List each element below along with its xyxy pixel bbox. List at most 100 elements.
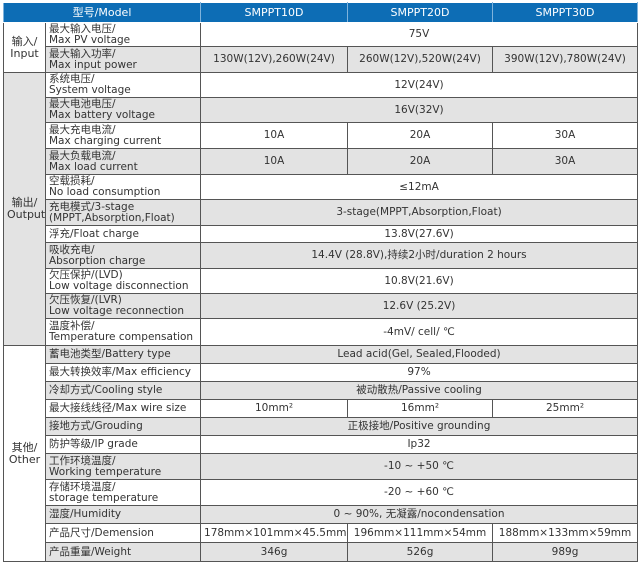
model-header-2: SMPPT20D <box>347 2 494 23</box>
spec-value: 20A <box>347 148 494 175</box>
spec-value: Ip32 <box>200 435 639 454</box>
spec-value: 25mm² <box>492 399 639 418</box>
spec-value: 0 ~ 90%, 无凝露/nocondensation <box>200 505 639 524</box>
row-label: 最大电池电压/Max battery voltage <box>44 97 202 123</box>
row-label: 冷却方式/Cooling style <box>44 381 202 400</box>
model-header-1: SMPPT10D <box>200 2 349 23</box>
row-label-en: Working temperature <box>49 465 162 478</box>
table-row: 最大充电电流/Max charging current 10A 20A 30A <box>4 122 639 149</box>
row-label: 吸收充电/Absorption charge <box>44 242 202 269</box>
spec-value: 260W(12V),520W(24V) <box>347 46 494 73</box>
row-label-zh: 湿度/Humidity <box>49 508 122 520</box>
row-label-zh: 蓄电池类型/Battery type <box>49 348 171 360</box>
table-row: 最大转换效率/Max efficiency 97% <box>4 363 639 382</box>
spec-value: 10mm² <box>200 399 349 418</box>
group-label: 其他/Other <box>3 345 46 562</box>
row-label-en: Max input power <box>49 58 137 71</box>
row-label: 最大转换效率/Max efficiency <box>44 363 202 382</box>
row-label-zh: 欠压保护/(LVD) <box>49 269 123 281</box>
spec-value: 16mm² <box>347 399 494 418</box>
row-label-en: Low voltage reconnection <box>49 305 184 317</box>
row-label-zh: 最大电池电压/ <box>49 98 116 110</box>
model-header-3: SMPPT30D <box>492 2 639 23</box>
spec-value: 130W(12V),260W(24V) <box>200 46 349 73</box>
spec-value: 10A <box>200 122 349 149</box>
row-label-zh: 欠压恢复/(LVR) <box>49 294 122 306</box>
row-label: 最大接线线径/Max wire size <box>44 399 202 418</box>
row-label: 欠压保护/(LVD) Low voltage disconnection <box>44 268 202 294</box>
row-label-en: Max charging current <box>49 134 162 147</box>
group-label-en: Other <box>8 452 41 466</box>
spec-value: 10.8V(21.6V) <box>200 268 639 294</box>
table-row: 浮充/Float charge 13.8V(27.6V) <box>4 225 639 243</box>
row-label-zh: 空载损耗/ <box>49 175 95 187</box>
row-label-zh: 工作环境温度/ <box>49 454 116 467</box>
row-label-zh: 吸收充电/ <box>49 243 95 256</box>
spec-value: 3-stage(MPPT,Absorption,Float) <box>200 199 639 226</box>
spec-value: ≤12mA <box>200 174 639 200</box>
row-label: 最大充电电流/Max charging current <box>44 122 202 149</box>
table-row: 吸收充电/Absorption charge 14.4V (28.8V),持续2小… <box>4 242 639 269</box>
row-label: 温度补偿/Temperature compensation <box>44 318 202 346</box>
table-row: 湿度/Humidity 0 ~ 90%, 无凝露/nocondensation <box>4 505 639 524</box>
row-label-zh: 最大输入功率/ <box>49 47 116 60</box>
table-row: 产品重量/Weight 346g 526g 989g <box>4 542 639 562</box>
row-label-en: Max battery voltage <box>49 109 155 121</box>
row-label: 最大输入电压/Max PV voltage <box>44 22 202 47</box>
table-row: 最大电池电压/Max battery voltage 16V(32V) <box>4 97 639 123</box>
row-label-en: Temperature compensation <box>49 331 194 343</box>
table-row: 输入/Input 最大输入电压/Max PV voltage 75V <box>3 22 639 73</box>
group-label-en: Output <box>7 208 46 221</box>
row-label-en: storage temperature <box>49 491 159 504</box>
table-row: 工作环境温度/Working temperature -10 ~ +50 ℃ <box>4 453 639 480</box>
row-label-en: Absorption charge <box>49 254 146 267</box>
spec-value: -20 ~ +60 ℃ <box>200 479 639 506</box>
group-label-zh: 输入/ <box>11 34 38 48</box>
row-label-zh: 最大充电电流/ <box>49 123 116 136</box>
table-row: 温度补偿/Temperature compensation -4mV/ cell/… <box>4 318 639 346</box>
table-row: 最大负载电流/Max load current 10A 20A 30A <box>4 148 639 175</box>
spec-value: -10 ~ +50 ℃ <box>200 453 639 480</box>
spec-value: 10A <box>200 148 349 175</box>
spec-value: 989g <box>492 542 639 562</box>
row-label: 系统电压/System voltage <box>44 72 202 98</box>
spec-value: 178mm×101mm×45.5mm <box>200 523 349 543</box>
table-row: 输出/Output 系统电压/System voltage 12V(24V) <box>3 72 639 346</box>
row-label: 产品尺寸/Demension <box>44 523 202 543</box>
row-label: 欠压恢复/(LVR) Low voltage reconnection <box>44 293 202 319</box>
table-row: 存储环境温度/storage temperature -20 ~ +60 ℃ <box>4 479 639 506</box>
spec-value: 20A <box>347 122 494 149</box>
table-row: 最大接线线径/Max wire size 10mm² 16mm² 25mm² <box>4 399 639 418</box>
spec-value: 196mm×111mm×54mm <box>347 523 494 543</box>
row-label-zh: 温度补偿/ <box>49 320 95 332</box>
group-label-en: Input <box>10 46 39 60</box>
spec-value: 346g <box>200 542 349 562</box>
spec-value: 30A <box>492 148 639 175</box>
spec-value: 13.8V(27.6V) <box>200 225 639 243</box>
group-label-zh: 其他/ <box>11 440 38 454</box>
group-label: 输出/Output <box>3 72 46 346</box>
row-label-en: (MPPT,Absorption,Float) <box>49 211 175 224</box>
group-label-zh: 输出/ <box>11 196 38 209</box>
row-label: 浮充/Float charge <box>44 225 202 243</box>
spec-value: Lead acid(Gel, Sealed,Flooded) <box>200 345 639 364</box>
row-label: 湿度/Humidity <box>44 505 202 524</box>
row-label-zh: 最大负载电流/ <box>49 149 116 162</box>
model-header: 型号/Model <box>2 2 202 23</box>
row-label: 产品重量/Weight <box>44 542 202 562</box>
table-row: 空载损耗/No load consumption ≤12mA <box>4 174 639 200</box>
spec-value: 30A <box>492 122 639 149</box>
row-label-zh: 冷却方式/Cooling style <box>49 384 163 396</box>
row-label: 防护等级/IP grade <box>44 435 202 454</box>
row-label-zh: 最大接线线径/Max wire size <box>49 402 187 414</box>
table-row: 最大输入功率/Max input power 130W(12V),260W(24V… <box>4 46 639 73</box>
table-row: 欠压保护/(LVD) Low voltage disconnection 10.8V… <box>4 268 639 294</box>
row-label-en: Max PV voltage <box>49 33 131 46</box>
table-row: 其他/Other 蓄电池类型/Battery type Lead acid(Gel,… <box>3 345 639 562</box>
row-label-zh: 浮充/Float charge <box>49 227 139 240</box>
row-label-zh: 接地方式/Grouding <box>49 420 143 432</box>
row-label: 存储环境温度/storage temperature <box>44 479 202 506</box>
row-label-en: Max load current <box>49 160 138 173</box>
table-row: 冷却方式/Cooling style 被动散热/Passive cooling <box>4 381 639 400</box>
